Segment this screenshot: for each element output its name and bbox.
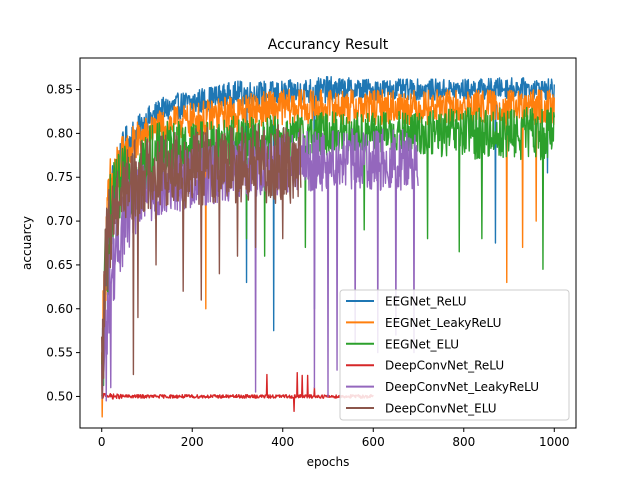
y-tick-label: 0.65: [46, 258, 73, 272]
plot-area: [101, 76, 555, 418]
x-tick-label: 400: [271, 435, 294, 449]
series-line-deepconvnet-elu: [101, 124, 302, 400]
legend-label: EEGNet_LeakyReLU: [385, 316, 501, 330]
series-line-deepconvnet-leakyrelu: [101, 128, 420, 402]
legend-box: [339, 289, 570, 421]
y-axis-ticks: 0.50 0.55 0.60 0.65 0.70 0.75 0.80 0.85: [46, 83, 80, 403]
chart-title: Accurancy Result: [268, 37, 389, 53]
legend-label: DeepConvNet_ReLU: [385, 359, 504, 373]
series-layer: [101, 76, 555, 418]
legend-label: EEGNet_ELU: [385, 337, 459, 351]
legend-label: DeepConvNet_ELU: [385, 402, 497, 416]
x-tick-label: 200: [181, 435, 204, 449]
y-tick-label: 0.80: [46, 126, 73, 140]
y-axis-label: accuarcy: [20, 216, 34, 270]
axes-frame: [79, 57, 577, 429]
x-tick-label: 0: [98, 435, 106, 449]
legend: EEGNet_ReLU EEGNet_LeakyReLU EEGNet_ELU Dee…: [339, 289, 570, 421]
x-tick-label: 600: [362, 435, 385, 449]
y-tick-label: 0.70: [46, 214, 73, 228]
y-tick-label: 0.75: [46, 170, 73, 184]
legend-items: EEGNet_ReLU EEGNet_LeakyReLU EEGNet_ELU Dee…: [346, 295, 539, 416]
y-tick-label: 0.50: [46, 389, 73, 403]
x-axis-label: epochs: [307, 455, 350, 469]
y-tick-label: 0.55: [46, 346, 73, 360]
x-tick-label: 1000: [539, 435, 570, 449]
legend-label: EEGNet_ReLU: [385, 295, 467, 309]
y-tick-label: 0.60: [46, 302, 73, 316]
x-tick-label: 800: [452, 435, 475, 449]
legend-label: DeepConvNet_LeakyReLU: [385, 380, 539, 394]
series-line-eegnet-leakyrelu: [101, 89, 555, 418]
y-tick-label: 0.85: [46, 83, 73, 97]
x-axis-ticks: 0 200 400 600 800 1000: [98, 428, 570, 449]
